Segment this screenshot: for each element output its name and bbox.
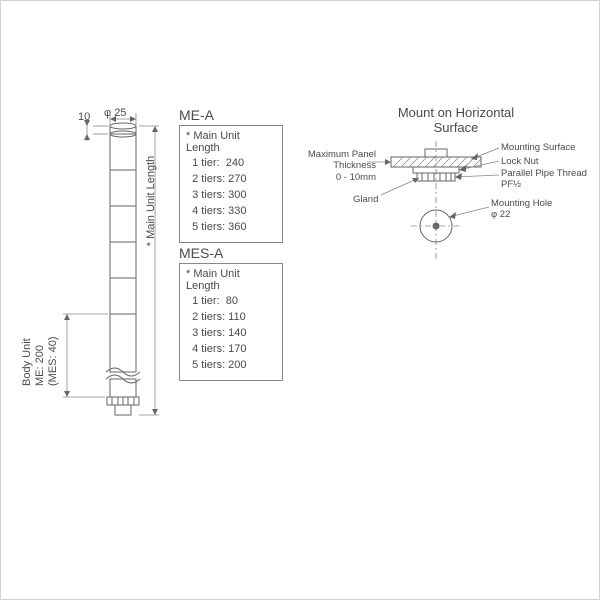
me-a-spec-box: * Main Unit Length 1 tier: 240 2 tiers: … <box>179 125 283 243</box>
spec-row: 1 tier: 240 <box>186 156 276 172</box>
mes-a-rows: 1 tier: 80 2 tiers: 110 3 tiers: 140 4 t… <box>186 294 276 374</box>
hole-l1: Mounting Hole <box>491 198 552 209</box>
mes-a-spec-box: * Main Unit Length 1 tier: 80 2 tiers: 1… <box>179 263 283 381</box>
spec-row: 2 tiers: 110 <box>186 310 276 326</box>
spec-row: 5 tiers: 360 <box>186 220 276 236</box>
mes-a-header: * Main Unit Length <box>186 268 276 292</box>
pipe-l1: Parallel Pipe Thread <box>501 168 587 179</box>
spec-row: 4 tiers: 330 <box>186 204 276 220</box>
pipe-thread-label: Parallel Pipe Thread PF½ <box>501 169 587 191</box>
mes-a-title: MES-A <box>179 245 223 261</box>
spec-row: 4 tiers: 170 <box>186 342 276 358</box>
panel-thickness-label: Maximum Panel Thickness 0 - 10mm <box>306 149 376 183</box>
spec-row: 3 tiers: 300 <box>186 188 276 204</box>
spec-row: 2 tiers: 270 <box>186 172 276 188</box>
spec-row: 3 tiers: 140 <box>186 326 276 342</box>
panel-l3: 0 - 10mm <box>336 172 376 183</box>
mounting-hole-label: Mounting Hole φ 22 <box>491 199 552 221</box>
body-unit-l1: Body Unit <box>21 338 33 386</box>
hole-l2: φ 22 <box>491 209 510 220</box>
gland-label: Gland <box>353 194 378 205</box>
panel-l2: Thickness <box>333 160 376 171</box>
mounting-surface-label: Mounting Surface <box>501 142 575 153</box>
me-a-rows: 1 tier: 240 2 tiers: 270 3 tiers: 300 4 … <box>186 156 276 236</box>
spec-row: 1 tier: 80 <box>186 294 276 310</box>
me-a-header: * Main Unit Length <box>186 130 276 154</box>
panel-l1: Maximum Panel <box>308 149 376 160</box>
me-a-title: ME-A <box>179 107 214 123</box>
pipe-l2: PF½ <box>501 179 521 190</box>
spec-row: 5 tiers: 200 <box>186 358 276 374</box>
lock-nut-label: Lock Nut <box>501 156 539 167</box>
mount-title-l1: Mount on Horizontal <box>398 105 514 120</box>
body-unit-l2: ME: 200 <box>34 345 46 386</box>
